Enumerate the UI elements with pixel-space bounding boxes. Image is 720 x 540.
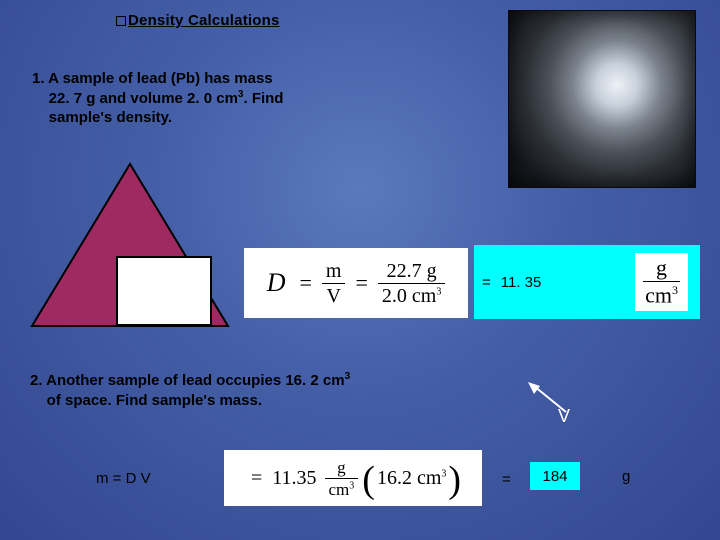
white-square: [116, 256, 212, 326]
ans2-value: 184: [542, 468, 567, 485]
ans1-unit-num: g: [654, 257, 669, 281]
lead-sample-image: [508, 10, 696, 188]
problem-1-text: 1. A sample of lead (Pb) has mass 22. 7 …: [32, 70, 352, 127]
frac-den-val: 2.0 cm3: [378, 283, 445, 306]
frac-values: 22.7 g 2.0 cm3: [378, 261, 445, 306]
m-equals-dv: m = D V: [96, 470, 151, 487]
density-formula: D = m V = 22.7 g 2.0 cm3: [244, 248, 468, 318]
frac-num: m: [322, 261, 346, 283]
frac-num-val: 22.7 g: [383, 261, 441, 283]
slide-title: Density Calculations: [116, 12, 280, 29]
equals-1: =: [299, 270, 311, 296]
ans1-unit: g cm3: [635, 253, 688, 310]
f2-coef: 11.35: [272, 467, 316, 490]
bullet-icon: [116, 16, 126, 26]
triangle-graphic: [30, 162, 230, 332]
title-text: Density Calculations: [128, 12, 280, 29]
p1-line1: 1. A sample of lead (Pb) has mass: [32, 70, 273, 87]
f2-unit-frac: g cm3: [325, 459, 359, 498]
ans2-equals: =: [502, 471, 511, 488]
ans2-unit: g: [622, 468, 630, 485]
answer-1-box: = 11. 35 g cm3: [474, 245, 700, 319]
frac-m-over-v: m V: [322, 261, 346, 306]
f2-vol: 16.2 cm3: [377, 467, 446, 490]
p1-line2b: . Find: [243, 90, 283, 107]
v-label: V: [558, 406, 570, 427]
ans1-equals: =: [482, 274, 491, 291]
p2-line2: of space. Find sample's mass.: [47, 392, 262, 409]
ans1-value: 11. 35: [501, 274, 542, 291]
problem-2-text: 2. Another sample of lead occupies 16. 2…: [30, 370, 430, 410]
equals-2: =: [355, 270, 367, 296]
symbol-D: D: [267, 268, 286, 298]
frac-den: V: [322, 283, 344, 306]
p1-line3: sample's density.: [49, 109, 172, 126]
mass-formula: = 11.35 g cm3 ( 16.2 cm3 ): [224, 450, 482, 506]
f2-eq: =: [251, 467, 262, 490]
ans1-unit-den: cm3: [643, 281, 680, 306]
p2-line1: 2. Another sample of lead occupies 16. 2…: [30, 372, 345, 389]
answer-2-box: 184: [530, 462, 580, 490]
p2-sup: 3: [345, 371, 351, 382]
p1-line2a: 22. 7 g and volume 2. 0 cm: [49, 90, 238, 107]
